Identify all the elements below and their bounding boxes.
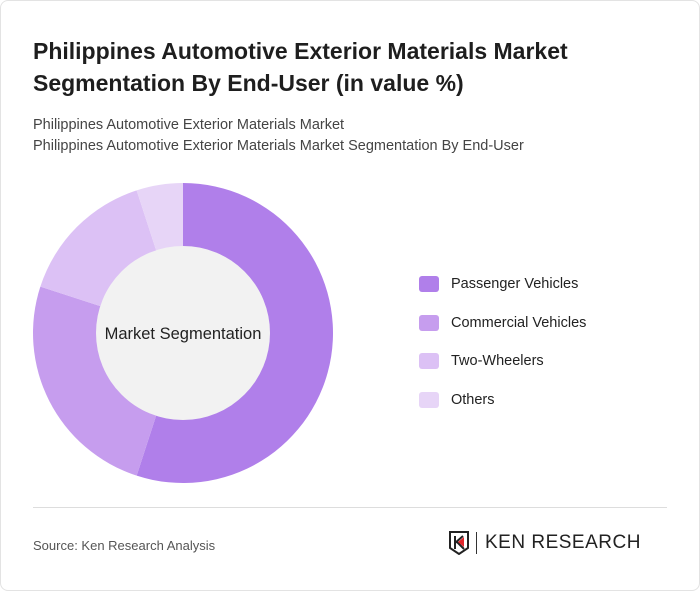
logo-text: KEN RESEARCH — [485, 532, 641, 553]
subtitle-line: Philippines Automotive Exterior Material… — [33, 138, 524, 154]
divider — [33, 507, 667, 508]
legend-item[interactable]: Passenger Vehicles — [419, 265, 586, 304]
legend: Passenger Vehicles Commercial Vehicles Two… — [419, 265, 586, 419]
donut-hole — [96, 246, 270, 420]
center-label: Market Segmentation — [105, 325, 262, 343]
legend-item[interactable]: Commercial Vehicles — [419, 304, 586, 343]
subtitle-line: Philippines Automotive Exterior Material… — [33, 117, 345, 133]
legend-label: Two-Wheelers — [451, 353, 544, 370]
source-note: Source: Ken Research Analysis — [33, 538, 216, 553]
chart-title: Philippines Automotive Exterior Material… — [33, 38, 568, 96]
legend-item[interactable]: Others — [419, 381, 586, 420]
legend-swatch — [419, 276, 439, 293]
donut-chart: Market Segmentation — [33, 183, 333, 483]
legend-swatch — [419, 391, 439, 408]
legend-item[interactable]: Two-Wheelers — [419, 342, 586, 381]
chart-subtitle: Philippines Automotive Exterior Material… — [33, 115, 524, 157]
ken-research-logo: KEN RESEARCH — [448, 531, 641, 555]
logo-icon — [449, 531, 469, 555]
legend-swatch — [419, 314, 439, 331]
legend-label: Commercial Vehicles — [451, 314, 587, 331]
legend-swatch — [419, 353, 439, 370]
legend-label: Passenger Vehicles — [451, 276, 579, 293]
legend-label: Others — [451, 391, 495, 408]
